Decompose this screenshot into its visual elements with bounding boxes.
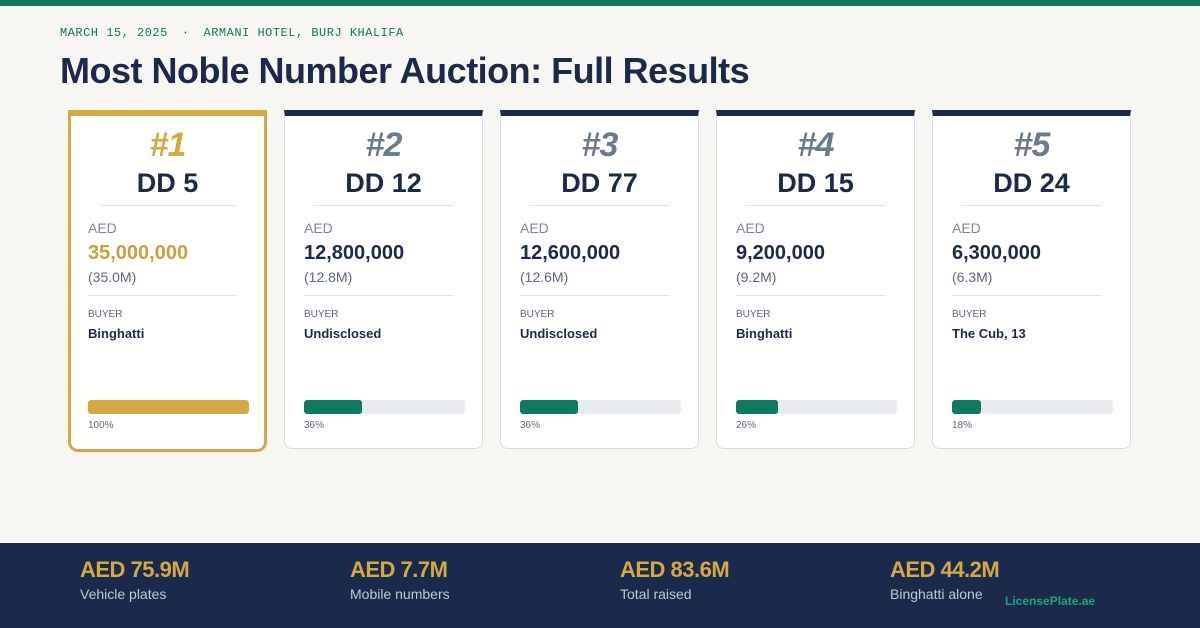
progress-track xyxy=(88,400,249,414)
stat-value: AED 7.7M xyxy=(350,557,448,582)
price-short: (12.8M) xyxy=(304,269,353,285)
stat: AED 7.7M Mobile numbers xyxy=(350,557,450,602)
currency: AED xyxy=(88,220,117,236)
divider xyxy=(961,205,1102,206)
divider xyxy=(99,205,236,206)
result-card: #5 DD 24 AED 6,300,000 (6.3M) BUYER The Cub, 1… xyxy=(932,110,1131,449)
separator: · xyxy=(181,26,190,40)
price: 12,600,000 xyxy=(520,242,621,264)
divider xyxy=(952,295,1102,296)
result-card: #1 DD 5 AED 35,000,000 (35.0M) BUYER Binghatti… xyxy=(68,110,267,452)
rank: #2 xyxy=(365,126,403,164)
progress-fill xyxy=(304,400,362,414)
stat: AED 44.2M Binghatti alone xyxy=(890,557,1000,602)
footer: LicensePlate.ae AED 75.9M Vehicle plates A… xyxy=(0,543,1200,628)
stat-label: Binghatti alone xyxy=(890,586,983,602)
price-short: (35.0M) xyxy=(88,269,137,285)
plate-number: DD 5 xyxy=(136,168,199,198)
currency: AED xyxy=(304,220,333,236)
share-label: 100% xyxy=(88,420,114,431)
price-short: (12.6M) xyxy=(520,269,569,285)
progress-fill xyxy=(520,400,578,414)
stat-value: AED 44.2M xyxy=(890,557,1000,582)
rank: #4 xyxy=(797,126,835,164)
buyer: Undisclosed xyxy=(520,326,598,341)
divider xyxy=(745,205,886,206)
buyer: The Cub, 13 xyxy=(952,326,1026,341)
buyer-label: BUYER xyxy=(520,309,555,320)
progress-fill xyxy=(736,400,778,414)
title: Most Noble Number Auction: Full Results xyxy=(60,50,750,91)
progress-track xyxy=(736,400,897,414)
divider xyxy=(736,295,886,296)
rank: #1 xyxy=(149,126,187,164)
price: 35,000,000 xyxy=(88,242,189,264)
buyer-label: BUYER xyxy=(952,309,987,320)
share-label: 26% xyxy=(736,420,757,431)
stat: AED 75.9M Vehicle plates xyxy=(80,557,190,602)
price: 9,200,000 xyxy=(736,242,825,264)
buyer: Binghatti xyxy=(736,326,793,341)
rank: #5 xyxy=(1013,126,1051,164)
share-label: 36% xyxy=(304,420,325,431)
progress-fill xyxy=(88,400,249,414)
result-card: #4 DD 15 AED 9,200,000 (9.2M) BUYER Binghatti 2… xyxy=(716,110,915,449)
result-card: #3 DD 77 AED 12,600,000 (12.6M) BUYER Undisclo… xyxy=(500,110,699,449)
brand: LicensePlate.ae xyxy=(1005,594,1096,608)
divider xyxy=(529,205,670,206)
plate-number: DD 15 xyxy=(777,168,854,198)
share-label: 18% xyxy=(952,420,973,431)
stat-value: AED 75.9M xyxy=(80,557,190,582)
plate-number: DD 77 xyxy=(561,168,638,198)
share-label: 36% xyxy=(520,420,541,431)
top-bar xyxy=(0,0,1200,6)
divider xyxy=(304,295,454,296)
buyer: Undisclosed xyxy=(304,326,382,341)
stat-label: Mobile numbers xyxy=(350,586,450,602)
plate-number: DD 12 xyxy=(345,168,422,198)
divider xyxy=(88,295,236,296)
stat-value: AED 83.6M xyxy=(620,557,730,582)
buyer-label: BUYER xyxy=(736,309,771,320)
currency: AED xyxy=(736,220,765,236)
date: MARCH 15, 2025 xyxy=(60,26,168,40)
currency: AED xyxy=(952,220,981,236)
stat-label: Total raised xyxy=(620,586,692,602)
buyer-label: BUYER xyxy=(304,309,339,320)
rank: #3 xyxy=(581,126,619,164)
stat: AED 83.6M Total raised xyxy=(620,557,730,602)
meta-line: MARCH 15, 2025 · ARMANI HOTEL, BURJ KHALIF… xyxy=(60,26,418,40)
buyer-label: BUYER xyxy=(88,309,123,320)
plate-number: DD 24 xyxy=(993,168,1070,198)
result-card: #2 DD 12 AED 12,800,000 (12.8M) BUYER Undisclo… xyxy=(284,110,483,449)
buyer: Binghatti xyxy=(88,326,145,341)
progress-track xyxy=(520,400,681,414)
progress-fill xyxy=(952,400,981,414)
price: 6,300,000 xyxy=(952,242,1041,264)
price-short: (9.2M) xyxy=(736,269,777,285)
price-short: (6.3M) xyxy=(952,269,993,285)
divider xyxy=(313,205,454,206)
price: 12,800,000 xyxy=(304,242,405,264)
stat-label: Vehicle plates xyxy=(80,586,167,602)
progress-track xyxy=(304,400,465,414)
currency: AED xyxy=(520,220,549,236)
divider xyxy=(520,295,670,296)
progress-track xyxy=(952,400,1113,414)
venue: ARMANI HOTEL, BURJ KHALIFA xyxy=(203,26,404,40)
